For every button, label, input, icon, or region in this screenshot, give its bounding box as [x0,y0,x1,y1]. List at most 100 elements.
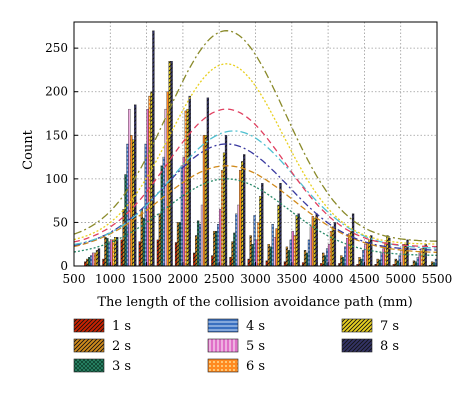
bar [269,246,272,267]
x-tick-label: 5000 [385,272,416,286]
bar [130,135,133,267]
bar [297,213,300,267]
bar [91,252,95,267]
bar [106,237,109,267]
bar [239,169,242,267]
y-tick-label: 250 [45,41,68,55]
bar [283,261,287,267]
legend-item: 5 s [207,338,265,354]
bar [211,255,214,267]
bar [202,135,206,267]
x-tick-label: 500 [63,272,86,286]
y-tick-label: 100 [45,172,68,186]
bar [220,169,224,267]
fit-curve [73,30,437,242]
bar [414,261,418,267]
bar [176,222,180,267]
bar [331,226,335,267]
bar [293,235,296,267]
bar [184,110,187,267]
bar [340,255,343,267]
bar [156,239,160,267]
x-tick-label: 3000 [240,272,271,286]
legend-swatch [73,358,105,373]
bar [396,260,399,267]
bar [138,241,141,267]
y-tick-label: 50 [53,215,68,229]
fit-curve [73,178,437,256]
bar [285,246,289,267]
x-tick-label: 2000 [168,272,199,286]
bar [324,255,327,267]
bar [382,248,385,267]
bar [249,235,252,267]
bar [115,237,119,267]
bar [180,165,184,267]
bar [152,30,155,267]
bar [348,233,351,267]
bar [430,261,434,267]
bar [237,204,240,267]
bar [164,108,167,267]
bar [193,252,196,267]
bar [303,250,307,267]
bar [148,95,151,267]
bar [102,258,105,267]
bar [217,223,220,267]
legend-label: 8 s [380,339,399,354]
bar [132,139,135,267]
bar [360,258,363,267]
legend-item: 4 s [207,318,265,334]
bar [313,217,316,267]
bar [104,237,107,267]
bar [124,174,127,267]
bar [406,239,409,267]
bar [162,156,165,267]
legend-swatch [341,338,373,353]
bar [188,95,191,267]
bar [253,215,256,267]
bars [84,30,438,267]
bar [315,213,318,267]
x-tick-label: 4500 [349,272,380,286]
legend: 1 s 2 s 3 s 4 s 5 s 6 s 7 s 8 s [73,318,399,374]
legend-label: 2 s [112,339,131,354]
fit-curve [73,143,437,251]
bar [95,250,99,267]
x-tick-label: 1000 [95,272,126,286]
legend-item: 8 s [341,338,399,354]
bar [261,183,264,267]
fit-curve [73,108,437,248]
bar [342,257,345,267]
bar [344,246,347,267]
bar [247,258,250,267]
bar [213,230,216,267]
legend-item: 1 s [73,318,131,334]
bar [120,239,123,267]
bar [170,61,173,267]
x-tick-label: 1500 [131,272,162,286]
bar [307,239,311,267]
bar [195,235,198,267]
bar [346,237,349,267]
legend-label: 4 s [246,319,265,334]
bar [222,152,226,267]
bar [146,108,149,267]
x-tick-label: 2500 [204,272,235,286]
bar [174,242,178,267]
fit-curve [73,165,437,253]
bar [257,222,260,267]
bar [380,252,383,267]
fit-curves [73,30,438,256]
y-axis-label: Count [21,129,36,170]
bar [97,248,101,267]
x-tick-label: 5500 [422,272,453,286]
bar [366,242,369,267]
bar [404,244,407,267]
bar [229,257,232,267]
legend-item: 3 s [73,358,131,374]
bar [114,237,117,267]
x-ticks: 500 1000 1500 2000 2500 3000 3500 4000 4500 5000 5… [63,262,453,286]
bar [134,104,137,267]
bar [233,232,236,267]
